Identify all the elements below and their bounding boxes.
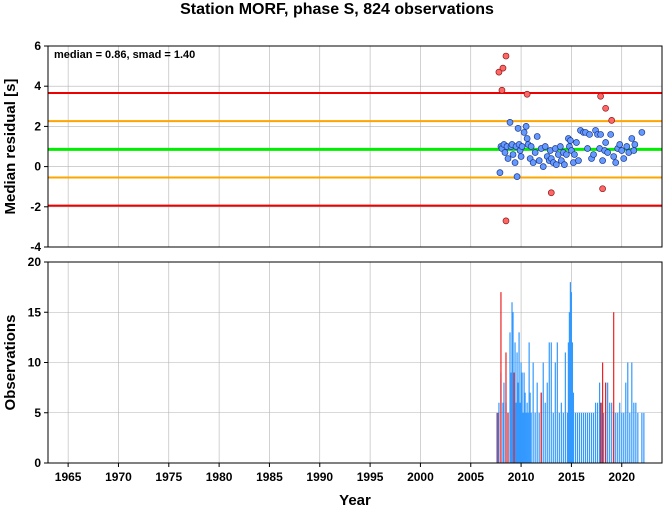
outlier-point — [495, 68, 503, 76]
residual-point — [506, 119, 514, 126]
residual-point — [517, 153, 525, 160]
observations-y-tick-label: 10 — [28, 356, 42, 370]
outlier-point — [597, 92, 604, 100]
residual-y-tick-label: 2 — [34, 119, 41, 133]
residual-y-axis-label: Median residual [s] — [2, 79, 19, 215]
residual-point — [567, 137, 574, 144]
residual-point — [523, 135, 531, 142]
outlier-point — [599, 185, 606, 193]
year-tick-label: 2000 — [407, 470, 434, 484]
residual-point — [584, 145, 591, 152]
residual-y-ticks: -4 -2 0 2 4 6 — [30, 39, 48, 254]
residual-point — [496, 169, 504, 176]
year-tick-label: 2020 — [608, 470, 635, 484]
residual-y-tick-label: 6 — [34, 39, 41, 53]
residual-point — [541, 143, 549, 150]
outlier-point — [602, 104, 609, 112]
residual-point — [597, 131, 604, 138]
residual-point — [573, 139, 580, 146]
residual-point — [501, 149, 509, 156]
year-tick-label: 1985 — [256, 470, 283, 484]
residual-point — [604, 149, 611, 156]
residual-point — [590, 151, 597, 158]
year-x-ticks: 1965 1970 1975 1980 1985 1990 1995 2000 2005 2010… — [55, 463, 635, 484]
residual-y-tick-label: 4 — [34, 79, 41, 93]
residual-point — [504, 155, 512, 162]
residual-point — [630, 147, 638, 154]
outlier-point — [608, 117, 616, 124]
residual-points — [495, 52, 646, 225]
year-tick-label: 2015 — [558, 470, 585, 484]
residual-point — [513, 173, 521, 180]
chart-title: Station MORF, phase S, 824 observations — [180, 1, 494, 18]
observations-y-tick-label: 0 — [34, 456, 41, 470]
residual-point — [527, 143, 535, 150]
residual-point — [535, 157, 543, 164]
year-tick-label: 1965 — [55, 470, 82, 484]
residual-point — [571, 151, 578, 158]
residual-y-tick-label: -4 — [30, 240, 41, 254]
outlier-point — [502, 217, 510, 225]
residual-point — [533, 133, 541, 140]
outlier-point — [499, 64, 507, 72]
observations-y-tick-label: 20 — [28, 255, 42, 269]
residual-point — [602, 139, 609, 146]
year-tick-label: 1975 — [155, 470, 182, 484]
residual-point — [552, 161, 560, 168]
residual-point — [539, 163, 547, 170]
observation-bars — [496, 282, 645, 463]
residual-point — [511, 159, 519, 166]
year-tick-label: 1980 — [206, 470, 233, 484]
observations-y-tick-label: 15 — [28, 305, 42, 319]
residual-point — [612, 159, 620, 166]
year-tick-label: 1990 — [306, 470, 333, 484]
residual-point — [623, 143, 631, 150]
year-tick-label: 2005 — [457, 470, 484, 484]
residual-point — [518, 143, 526, 150]
year-tick-label: 2010 — [508, 470, 535, 484]
residual-point — [520, 129, 528, 136]
residual-point — [631, 141, 639, 148]
residual-point — [616, 141, 624, 148]
residual-point — [599, 157, 606, 164]
residual-point — [586, 131, 593, 138]
outlier-point — [547, 189, 555, 197]
residual-point — [531, 149, 539, 156]
observations-panel: 0 5 10 15 20 1965 1970 1975 1980 1985 1990 1995 200… — [2, 255, 663, 509]
residual-point — [514, 125, 522, 132]
residual-point — [556, 143, 564, 150]
year-tick-label: 1995 — [357, 470, 384, 484]
observations-y-tick-label: 5 — [34, 406, 41, 420]
residual-point — [529, 159, 537, 166]
residual-point — [620, 155, 628, 162]
residual-point — [522, 123, 530, 130]
residual-point — [509, 151, 517, 158]
residual-point — [610, 153, 618, 160]
residual-point — [575, 157, 582, 164]
outlier-point — [502, 52, 510, 60]
observations-y-axis-label: Observations — [2, 315, 19, 411]
residual-frame — [47, 45, 663, 248]
residual-point — [638, 129, 646, 136]
outlier-point — [523, 90, 531, 98]
residual-panel: -4 -2 0 2 4 6 median = 0.86, smad = 1.40 Medi… — [2, 39, 663, 254]
median-smad-annotation: median = 0.86, smad = 1.40 — [54, 49, 195, 61]
residual-point — [618, 147, 626, 154]
year-tick-label: 1970 — [105, 470, 132, 484]
outlier-point — [498, 86, 506, 94]
residual-point — [563, 151, 570, 158]
observations-y-ticks: 0 5 10 15 20 — [28, 255, 48, 470]
residual-y-tick-label: 0 — [34, 160, 41, 174]
residual-point — [607, 131, 615, 138]
residual-point — [561, 161, 568, 168]
residual-y-tick-label: -2 — [30, 200, 41, 214]
year-x-axis-label: Year — [339, 492, 371, 509]
residual-point — [628, 135, 636, 142]
